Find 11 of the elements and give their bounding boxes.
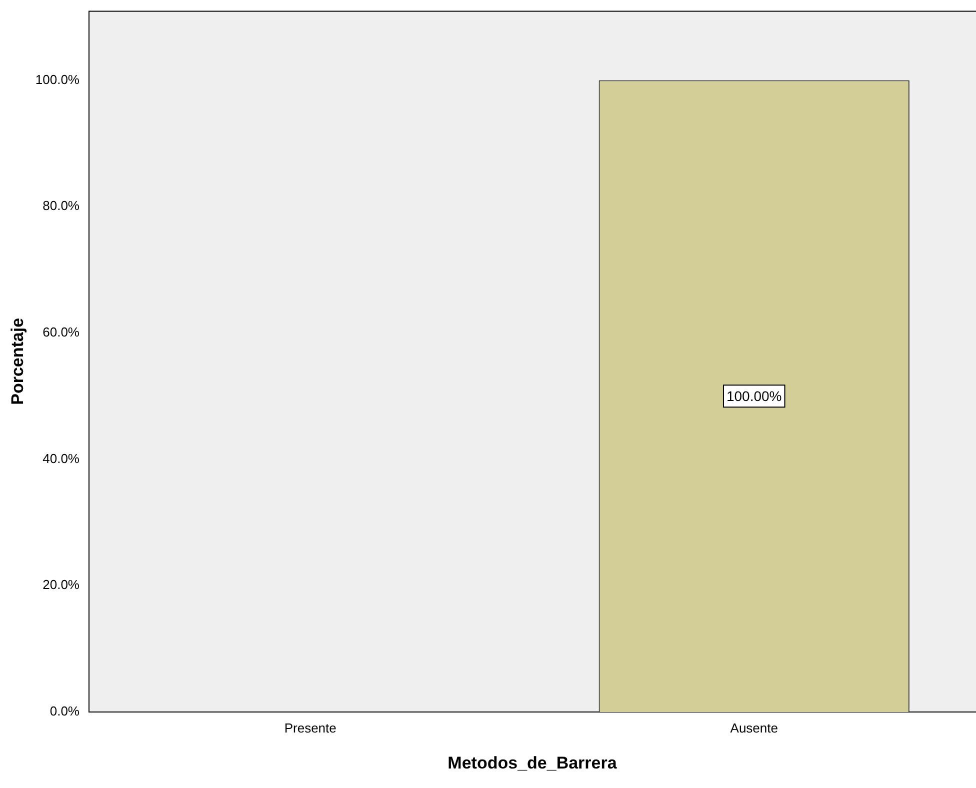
y-tick-label: 20.0% xyxy=(42,577,80,592)
x-tick-label: Ausente xyxy=(730,720,778,736)
y-tick-label: 60.0% xyxy=(42,324,80,340)
x-tick-label: Presente xyxy=(284,720,336,736)
x-axis-title: Metodos_de_Barrera xyxy=(448,753,618,772)
y-tick-label: 80.0% xyxy=(42,198,80,214)
data-label: 100.00% xyxy=(726,388,782,404)
y-tick-label: 100.0% xyxy=(35,72,80,87)
y-axis-title: Porcentaje xyxy=(8,318,27,405)
y-tick-label: 0.0% xyxy=(50,704,80,719)
y-tick-label: 40.0% xyxy=(42,450,80,466)
